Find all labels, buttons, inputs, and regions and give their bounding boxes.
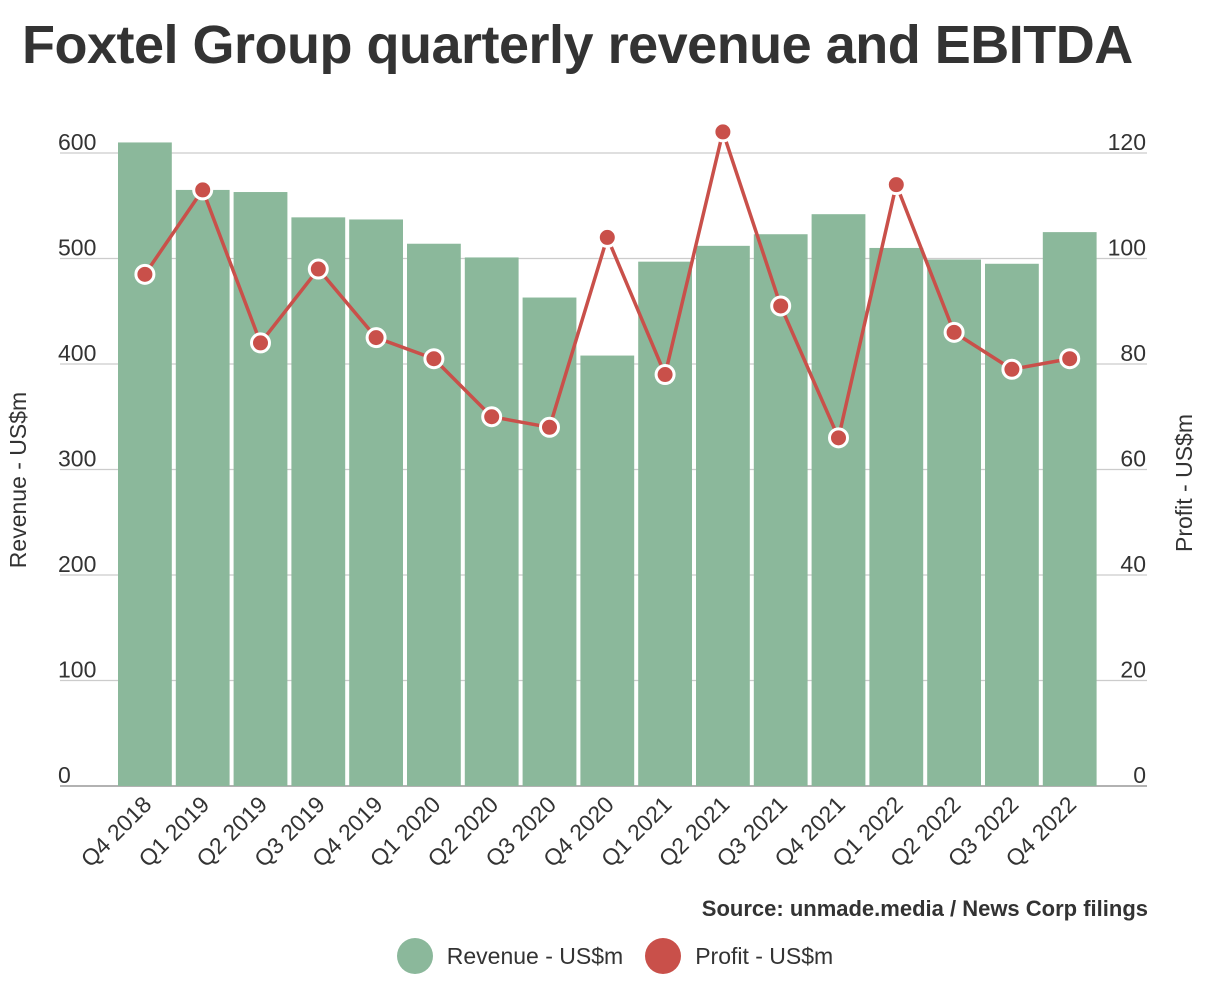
profit-point[interactable] [770,295,792,317]
legend-item-profit[interactable]: Profit - US$m [645,938,833,974]
legend-item-revenue[interactable]: Revenue - US$m [396,938,624,974]
revenue-bar[interactable] [233,192,288,786]
source-note: Source: unmade.media / News Corp filings [701,896,1148,921]
revenue-bar[interactable] [927,259,981,786]
left-tick-label: 500 [58,235,96,261]
profit-point[interactable] [481,406,503,428]
profit-point[interactable] [943,321,965,343]
profit-point[interactable] [712,121,734,143]
revenue-bar[interactable] [811,214,866,786]
profit-point[interactable] [423,348,445,370]
left-tick-label: 0 [58,762,71,788]
left-tick-label: 200 [58,551,96,577]
right-tick-label: 80 [1120,340,1146,366]
right-axis-title: Profit - US$m [1171,414,1197,552]
right-tick-label: 40 [1120,551,1146,577]
right-tick-label: 20 [1120,657,1146,683]
profit-point[interactable] [250,332,271,354]
revenue-bar[interactable] [1042,232,1097,786]
left-tick-label: 100 [58,657,96,683]
left-axis: 0 100 200 300 400 500 600 [58,129,96,788]
revenue-bar[interactable] [464,257,519,786]
right-tick-label: 60 [1120,446,1146,472]
profit-point[interactable] [539,416,560,438]
revenue-bar[interactable] [985,263,1039,786]
revenue-bar[interactable] [349,219,403,787]
legend-label-profit: Profit - US$m [695,942,834,969]
right-tick-label: 0 [1133,762,1146,788]
right-tick-label: 120 [1108,129,1146,155]
profit-point[interactable] [1059,348,1081,370]
left-tick-label: 400 [58,340,96,366]
left-axis-title: Revenue - US$m [5,392,31,568]
revenue-swatch-icon [396,938,433,974]
revenue-bar[interactable] [869,247,924,786]
left-tick-label: 300 [58,446,96,472]
profit-line [134,121,1081,449]
profit-point[interactable] [307,258,329,280]
profit-point[interactable] [596,226,618,248]
revenue-bar[interactable] [522,297,577,786]
profit-point[interactable] [365,327,387,349]
profit-point[interactable] [1001,358,1023,380]
revenue-bar[interactable] [580,355,635,786]
profit-point[interactable] [134,263,156,285]
profit-point[interactable] [192,179,214,201]
revenue-bar[interactable] [696,245,750,787]
right-tick-label: 100 [1108,235,1146,261]
revenue-bar[interactable] [638,261,692,786]
revenue-bars [118,142,1097,787]
revenue-bar[interactable] [291,217,346,787]
revenue-bar[interactable] [753,234,808,787]
legend-label-revenue: Revenue - US$m [446,942,624,969]
chart-title: Foxtel Group quarterly revenue and EBITD… [22,15,1133,75]
profit-point[interactable] [885,174,907,196]
profit-point[interactable] [654,364,676,386]
revenue-bar[interactable] [175,189,230,787]
profit-swatch-icon [645,938,682,974]
revenue-bar[interactable] [407,243,461,787]
left-tick-label: 600 [58,129,96,155]
profit-point[interactable] [828,427,849,449]
right-axis: 0 20 40 60 80 100 120 [1108,129,1146,788]
revenue-bar[interactable] [118,142,172,786]
legend: Revenue - US$m Profit - US$m [0,938,1230,974]
